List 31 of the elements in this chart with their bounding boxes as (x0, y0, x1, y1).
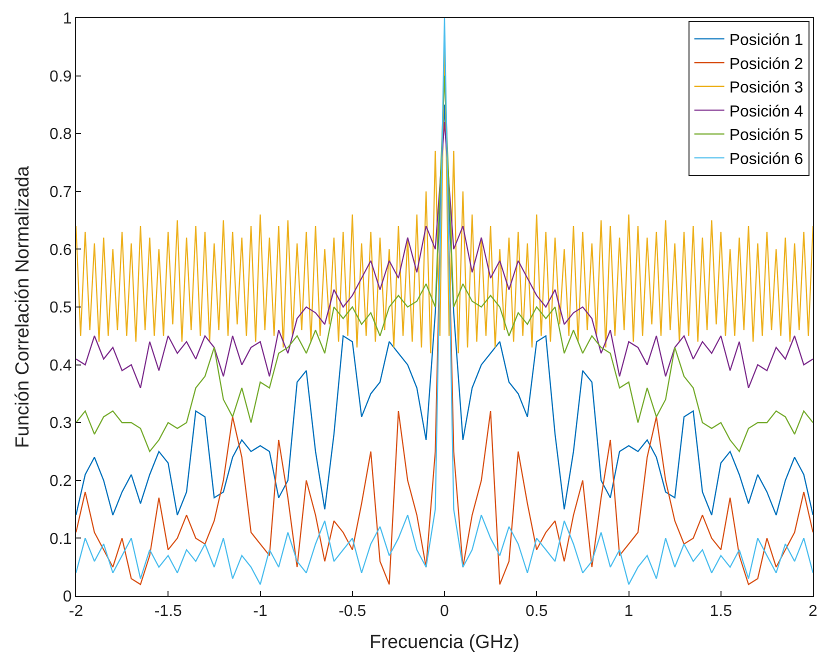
y-tick-label: 0.8 (50, 126, 72, 144)
x-tick-label: 0.5 (526, 603, 548, 620)
line-series (76, 75, 813, 452)
y-tick-label: 0.1 (50, 530, 72, 548)
x-tick-label: -0.5 (338, 603, 366, 620)
legend-label: Posición 2 (729, 56, 804, 73)
x-axis-title: Frecuencia (GHz) (370, 632, 520, 653)
line-series (76, 121, 813, 389)
y-tick-label: 0 (62, 588, 72, 606)
y-tick-label: 1 (62, 10, 72, 28)
y-tick-label: 0.6 (50, 242, 72, 259)
x-tick-label: -2 (68, 603, 84, 620)
x-tick-label: -1.5 (154, 603, 182, 620)
y-tick-label: 0.2 (50, 473, 72, 490)
y-tick-label: 0.3 (50, 415, 72, 432)
legend-label: Posición 3 (729, 80, 804, 97)
x-tick-label: 0 (440, 603, 450, 620)
y-tick-label: 0.7 (50, 184, 72, 201)
legend-label: Posición 6 (729, 151, 804, 168)
y-tick-label: 0.9 (50, 68, 72, 86)
x-tick-label: -1 (253, 603, 268, 620)
legend-label: Posición 1 (729, 32, 804, 50)
x-tick-label: 1 (624, 603, 634, 620)
line-series (76, 104, 813, 516)
y-tick-label: 0.5 (50, 300, 72, 317)
legend-label: Posición 5 (729, 127, 804, 144)
y-tick-label: 0.4 (50, 357, 72, 374)
x-tick-label: 1.5 (710, 603, 732, 620)
x-tick-label: 2 (808, 603, 818, 620)
legend-label: Posición 4 (729, 103, 804, 120)
y-axis-title: Función Correlación Normalizada (12, 166, 34, 448)
